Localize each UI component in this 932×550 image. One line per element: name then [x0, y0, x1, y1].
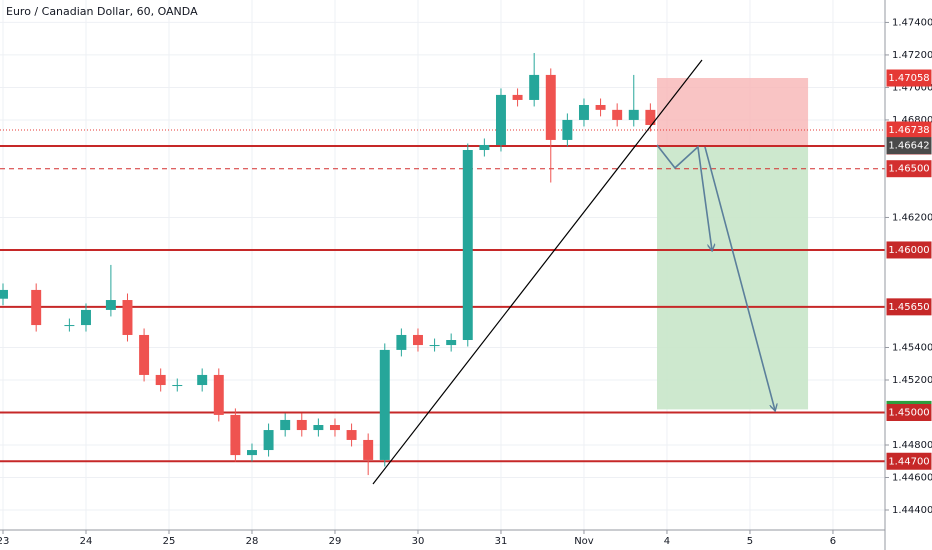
candle-body: [246, 450, 257, 456]
y-tick-label: 1.46200: [892, 212, 932, 223]
price-label-box: [886, 160, 932, 178]
candles: [0, 52, 656, 476]
grid: [0, 0, 885, 530]
price-label-box: [886, 137, 932, 155]
candle-body: [578, 104, 589, 120]
candle-body: [197, 374, 208, 386]
target-zone: [657, 145, 809, 410]
candle-body: [172, 385, 183, 387]
price-label-box: [886, 298, 932, 316]
x-tick-label: 29: [329, 536, 342, 547]
candle-body: [612, 109, 623, 120]
candle-body: [263, 430, 274, 451]
chart-title: Euro / Canadian Dollar, 60, OANDA: [6, 5, 198, 18]
y-tick-label: 1.44400: [892, 505, 932, 516]
price-label-box: [886, 69, 932, 87]
candle-body: [213, 374, 224, 415]
drawings: [372, 59, 775, 485]
price-label-box: [886, 241, 932, 259]
candle-body: [81, 309, 91, 326]
x-tick-label: 25: [163, 536, 176, 547]
price-label: 1.46000: [888, 245, 929, 256]
candle-body: [529, 74, 540, 100]
y-tick-label: 1.44800: [892, 440, 932, 451]
y-tick-label: 1.47400: [892, 17, 932, 28]
candle-body: [64, 325, 75, 327]
x-tick-label: 5: [747, 536, 753, 547]
candle-body: [512, 94, 523, 100]
price-label: 1.46642: [888, 141, 929, 152]
axes: 1.44400 1.44600 1.44800 1.45200 1.45400 1.462…: [0, 17, 932, 547]
price-label: 1.45650: [888, 302, 929, 313]
price-label-box: [886, 403, 932, 421]
stop-zone: [657, 78, 809, 146]
candle-body: [562, 119, 573, 140]
x-tick-label: Nov: [574, 536, 594, 547]
levels: [0, 129, 885, 463]
y-tick-label: 1.45400: [892, 342, 932, 353]
x-tick-label: 31: [495, 536, 508, 547]
y-tick-label: 1.44600: [892, 473, 932, 484]
candle-body: [379, 349, 390, 460]
candle-body: [412, 334, 423, 346]
candle-body: [446, 340, 457, 346]
y-tick-label: 1.47200: [892, 50, 932, 61]
y-tick-label: 1.47000: [892, 82, 932, 93]
candle-body: [462, 150, 473, 341]
projection-arrow: [704, 146, 775, 410]
x-tick-label: 30: [412, 536, 425, 547]
candle-body: [122, 300, 133, 335]
candle-body: [396, 334, 407, 350]
candle-body: [105, 300, 116, 310]
x-tick-label: 4: [664, 536, 670, 547]
candle-body: [545, 74, 556, 140]
candle-body: [280, 419, 291, 431]
trend-line: [372, 59, 703, 485]
price-label: 1.45000: [888, 407, 929, 418]
candle-body: [628, 109, 639, 120]
y-tick-label: 1.46800: [892, 115, 932, 126]
price-label: 1.47058: [888, 73, 929, 84]
price-label: 1.46738: [888, 125, 929, 136]
candle-body: [329, 425, 340, 431]
candle-body: [31, 289, 42, 326]
price-label: 1.46500: [888, 164, 929, 175]
candle-body: [595, 104, 606, 110]
candle-body: [313, 425, 324, 431]
price-label-box: [886, 452, 932, 470]
candle-body: [479, 144, 490, 151]
candle-body: [230, 414, 241, 456]
candle-body: [346, 430, 357, 440]
candle-body: [645, 109, 656, 125]
candle-body: [363, 439, 374, 460]
y-tick-label: 1.45200: [892, 375, 932, 386]
candle-body: [495, 94, 506, 145]
candle-body: [0, 289, 8, 299]
price-label: 1.44700: [888, 456, 929, 467]
projection-arrow: [656, 144, 712, 250]
candle-body: [139, 334, 150, 375]
candle-body: [155, 374, 166, 386]
x-tick-label: 23: [0, 536, 9, 547]
x-tick-label: 24: [80, 536, 93, 547]
position-tool: [657, 78, 809, 410]
x-tick-label: 6: [830, 536, 836, 547]
x-tick-label: 28: [246, 536, 259, 547]
candle-body: [296, 419, 307, 431]
candle-body: [429, 345, 440, 347]
